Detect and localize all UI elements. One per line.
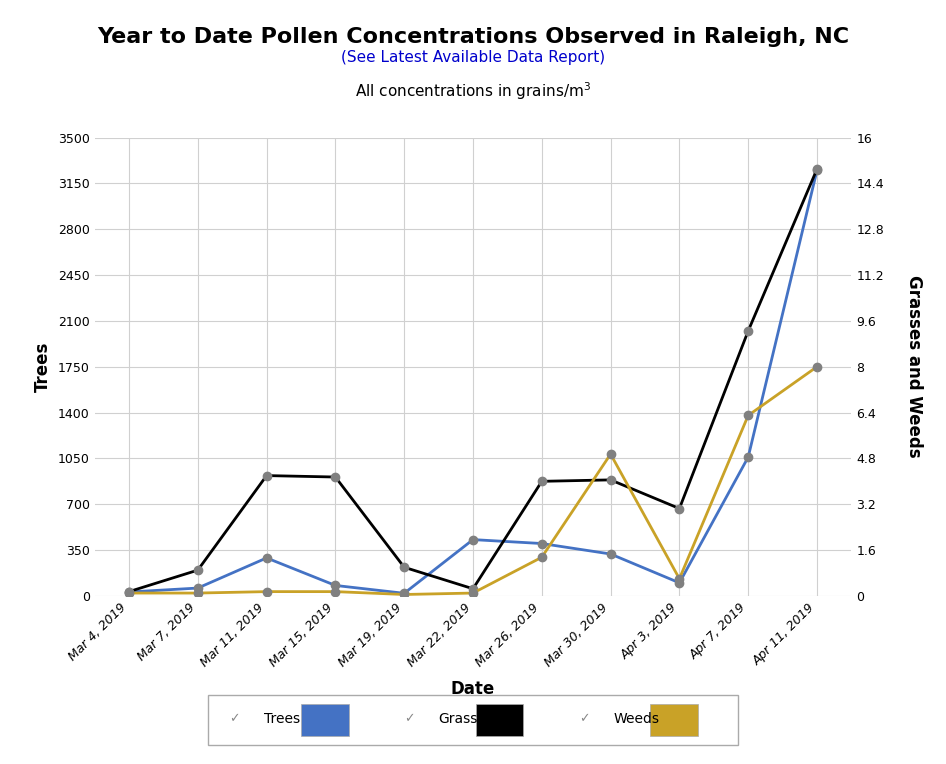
Text: Year to Date Pollen Concentrations Observed in Raleigh, NC: Year to Date Pollen Concentrations Obser… <box>96 27 850 47</box>
Y-axis label: Trees: Trees <box>34 342 52 392</box>
Text: ✓: ✓ <box>404 713 414 726</box>
Bar <box>301 704 348 736</box>
Bar <box>651 704 698 736</box>
Text: Trees: Trees <box>264 712 300 726</box>
X-axis label: Date: Date <box>451 680 495 698</box>
Text: ✓: ✓ <box>579 713 589 726</box>
Text: All concentrations in grains/m$^3$: All concentrations in grains/m$^3$ <box>355 80 591 102</box>
Text: ✓: ✓ <box>229 713 239 726</box>
Text: Weeds: Weeds <box>613 712 659 726</box>
Text: (See Latest Available Data Report): (See Latest Available Data Report) <box>341 50 605 65</box>
Bar <box>476 704 523 736</box>
Text: Grasses: Grasses <box>439 712 494 726</box>
Y-axis label: Grasses and Weeds: Grasses and Weeds <box>904 275 923 458</box>
